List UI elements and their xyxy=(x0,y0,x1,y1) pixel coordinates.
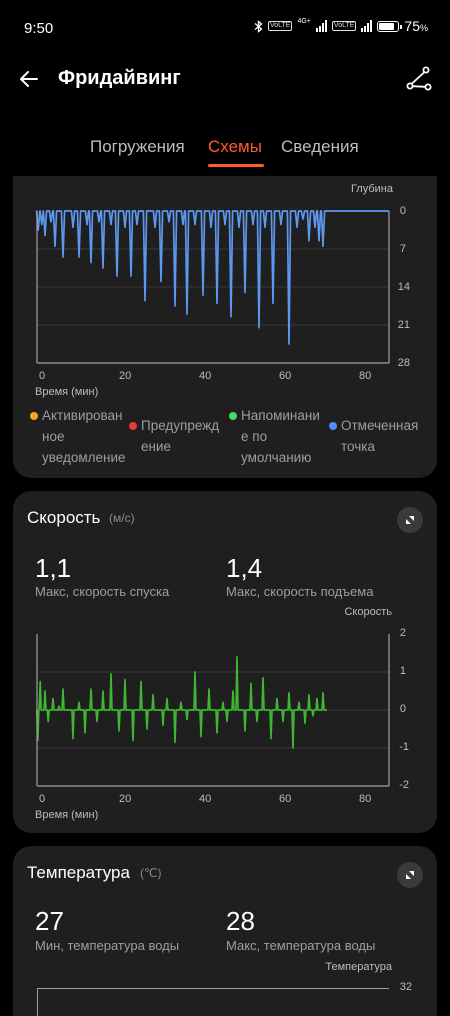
depth-y-tick: 0 xyxy=(399,205,406,217)
temperature-y-tick: 32 xyxy=(399,981,412,993)
signal-icon-2 xyxy=(361,20,373,32)
max-temperature-label: Макс, температура воды xyxy=(226,938,376,953)
speed-y-tick: -1 xyxy=(399,741,409,753)
temperature-card: Температура (℃) 27 Мин, температура воды… xyxy=(13,846,437,1016)
depth-axis-title: Глубина xyxy=(350,183,393,195)
active-tab-indicator xyxy=(208,164,264,167)
back-arrow-icon[interactable] xyxy=(16,66,42,92)
expand-icon xyxy=(406,516,414,524)
orange-dot-icon xyxy=(30,412,38,420)
legend-warning: Предупрежд ение xyxy=(129,415,219,457)
share-icon[interactable] xyxy=(406,66,432,92)
expand-button[interactable] xyxy=(397,862,423,888)
temperature-unit: (℃) xyxy=(140,866,162,880)
status-bar: 9:50 VoLTE 4G+ VoLTE 75% xyxy=(0,0,450,58)
speed-axis-title: Скорость xyxy=(344,606,392,618)
speed-y-tick: 1 xyxy=(399,665,406,677)
depth-series-line xyxy=(35,210,389,345)
expand-button[interactable] xyxy=(397,507,423,533)
speed-x-tick: 80 xyxy=(359,793,372,805)
temperature-card-title: Температура xyxy=(27,863,130,882)
depth-chart xyxy=(35,210,390,364)
legend-marked-point: Отмеченная точка xyxy=(329,415,418,457)
page-title: Фридайвинг xyxy=(58,67,181,89)
temperature-axis-title: Температура xyxy=(325,961,392,973)
legend-activated-notification: Активирован ное уведомление xyxy=(30,405,126,468)
speed-x-axis-title: Время (мин) xyxy=(35,809,99,821)
descent-speed-label: Макс, скорость спуска xyxy=(35,584,170,599)
tab-dives[interactable]: Погружения xyxy=(90,137,185,156)
speed-x-tick: 0 xyxy=(39,793,46,805)
network-type-label: 4G+ xyxy=(297,17,311,25)
min-temperature-label: Мин, температура воды xyxy=(35,938,180,953)
descent-speed-value: 1,1 xyxy=(35,553,72,583)
status-time: 9:50 xyxy=(24,20,54,37)
legend-default-reminder: Напоминани е по умолчанию xyxy=(229,405,320,468)
battery-icon xyxy=(377,20,403,32)
status-icons: VoLTE 4G+ VoLTE 75% xyxy=(254,18,428,34)
temperature-chart-frame xyxy=(37,988,389,1016)
speed-series-line xyxy=(35,655,327,749)
red-dot-icon xyxy=(129,422,137,430)
speed-y-tick: -2 xyxy=(399,779,409,791)
tab-bar: Погружения Схемы Сведения xyxy=(0,132,450,172)
speed-card-title: Скорость xyxy=(27,508,101,527)
depth-y-tick: 21 xyxy=(397,319,410,331)
depth-x-tick: 20 xyxy=(119,370,132,382)
ascent-speed-label: Макс, скорость подъема xyxy=(226,584,374,599)
speed-x-tick: 60 xyxy=(279,793,292,805)
depth-y-tick: 28 xyxy=(397,357,410,369)
volte-icon: VoLTE xyxy=(267,21,293,31)
depth-y-tick: 14 xyxy=(397,281,410,293)
speed-x-tick: 20 xyxy=(119,793,132,805)
bluetooth-icon xyxy=(254,19,263,33)
ascent-speed-value: 1,4 xyxy=(226,553,263,583)
app-bar: Фридайвинг xyxy=(0,58,450,102)
speed-unit: (м/с) xyxy=(109,511,135,525)
expand-icon xyxy=(406,871,414,879)
speed-x-tick: 40 xyxy=(199,793,212,805)
tab-charts[interactable]: Схемы xyxy=(208,137,262,156)
max-temperature-value: 28 xyxy=(226,906,255,936)
speed-chart xyxy=(35,634,390,787)
depth-x-tick: 60 xyxy=(279,370,292,382)
green-dot-icon xyxy=(229,412,237,420)
depth-x-tick: 40 xyxy=(199,370,212,382)
depth-card: Глубина 0 7 14 21 28 0 20 40 60 80 Время… xyxy=(13,176,437,478)
speed-y-tick: 0 xyxy=(399,703,406,715)
blue-dot-icon xyxy=(329,422,337,430)
battery-percent: 75% xyxy=(404,18,428,34)
depth-x-tick: 80 xyxy=(359,370,372,382)
depth-x-tick: 0 xyxy=(39,370,46,382)
depth-x-axis-title: Время (мин) xyxy=(35,386,99,398)
volte-icon-2: VoLTE xyxy=(331,21,357,31)
signal-icon xyxy=(315,20,327,32)
speed-card: Скорость (м/с) 1,1 Макс, скорость спуска… xyxy=(13,491,437,833)
depth-y-tick: 7 xyxy=(399,243,406,255)
speed-y-tick: 2 xyxy=(399,627,406,639)
min-temperature-value: 27 xyxy=(35,906,64,936)
tab-info[interactable]: Сведения xyxy=(281,137,359,156)
